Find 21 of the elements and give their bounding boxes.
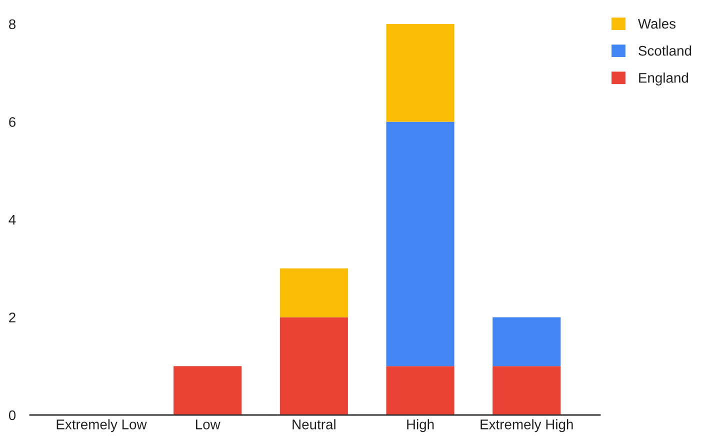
- x-tick-label: Extremely Low: [56, 419, 147, 432]
- x-tick-label: High: [407, 419, 434, 432]
- x-tick-label: Extremely High: [480, 419, 573, 432]
- legend-label: England: [639, 72, 688, 86]
- y-tick-label: 8: [8, 19, 16, 30]
- bar: [280, 317, 348, 415]
- y-tick-label: 4: [8, 214, 16, 225]
- x-tick-label: Low: [196, 420, 220, 430]
- legend-label: Scotland: [638, 46, 692, 56]
- bar: [492, 317, 561, 366]
- bar: [280, 268, 348, 318]
- bar: [174, 366, 242, 415]
- bar: [386, 122, 454, 366]
- bar: [386, 366, 454, 415]
- legend-label: Wales: [638, 18, 676, 29]
- y-tick-label: 0: [8, 410, 16, 420]
- y-tick-label: 2: [9, 312, 16, 322]
- bar: [492, 366, 561, 415]
- bar: [386, 24, 454, 122]
- y-tick-label: 6: [9, 117, 16, 127]
- x-tick-label: Neutral: [292, 419, 336, 430]
